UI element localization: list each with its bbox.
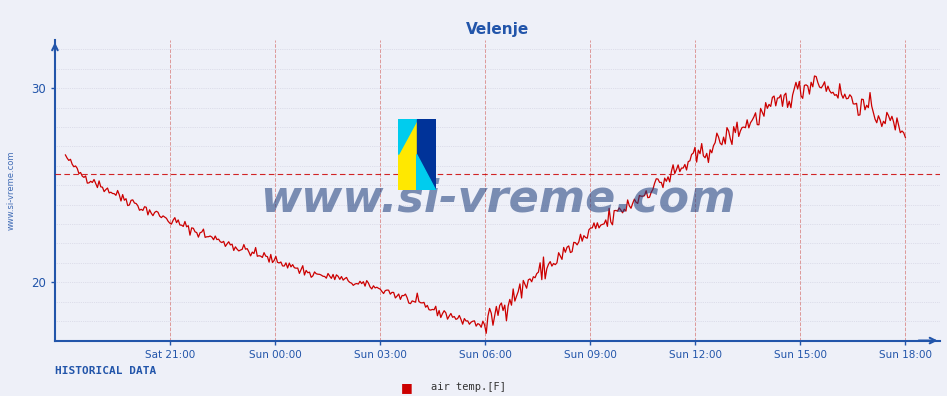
Text: www.si-vreme.com: www.si-vreme.com	[7, 150, 16, 230]
Polygon shape	[417, 119, 436, 190]
Text: HISTORICAL DATA: HISTORICAL DATA	[55, 366, 156, 376]
Text: air temp.[F]: air temp.[F]	[431, 382, 506, 392]
Text: www.si-vreme.com: www.si-vreme.com	[259, 178, 736, 221]
Polygon shape	[398, 119, 417, 190]
Polygon shape	[417, 154, 436, 190]
Polygon shape	[398, 119, 417, 154]
Text: ■: ■	[402, 381, 413, 394]
Title: Velenje: Velenje	[466, 22, 529, 37]
